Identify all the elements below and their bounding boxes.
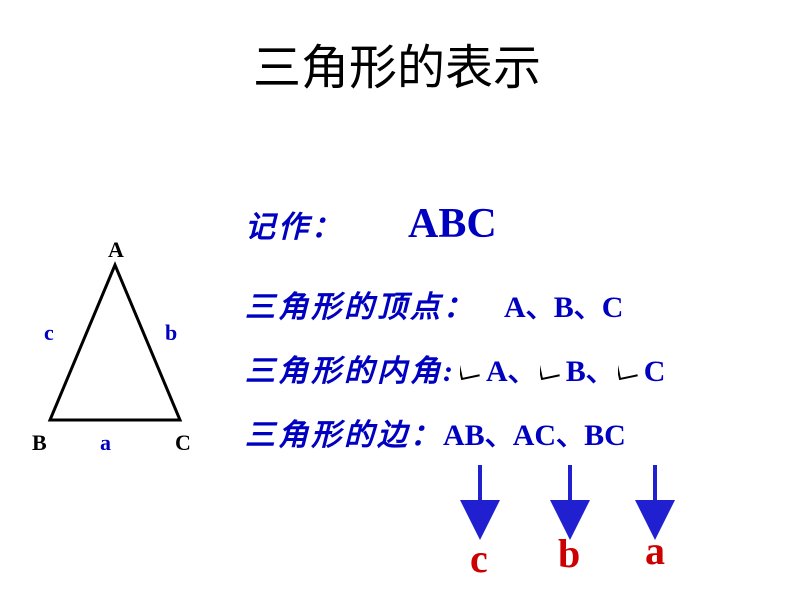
- notation-value: ABC: [408, 201, 497, 247]
- slide-title: 三角形的表示: [0, 28, 794, 98]
- vertex-label-c: C: [175, 430, 191, 456]
- edges-label: 三角形的边：: [245, 419, 443, 452]
- arrows-svg: [450, 460, 710, 540]
- angle-c: C: [644, 355, 666, 388]
- angle-icon: [460, 363, 482, 381]
- angle-icon: [540, 363, 562, 381]
- notation-row: 记作： ABC: [245, 200, 765, 260]
- edge-alias-area: c b a: [450, 460, 700, 580]
- sep: 、: [586, 357, 614, 388]
- edges-row: 三角形的边：AB、AC、BC: [245, 410, 765, 462]
- sep: 、: [508, 357, 536, 388]
- side-label-c: c: [44, 320, 54, 346]
- sep: 、: [574, 293, 602, 324]
- sep: 、: [556, 421, 584, 452]
- notation-label: 记作：: [245, 211, 344, 244]
- edge-alias-a: a: [645, 527, 665, 574]
- triangle-diagram: A B C c b a: [30, 245, 200, 465]
- edge-ac: AC: [513, 419, 556, 452]
- sep: 、: [485, 421, 513, 452]
- vertices-row: 三角形的顶点： A、B、C: [245, 282, 765, 334]
- vertex-b: B: [554, 291, 574, 324]
- angle-b: B: [566, 355, 586, 388]
- vertex-c: C: [602, 291, 624, 324]
- vertex-label-a: A: [108, 237, 124, 263]
- edge-alias-b: b: [558, 530, 580, 577]
- angles-label: 三角形的内角:: [245, 355, 456, 388]
- edge-ab: AB: [443, 419, 485, 452]
- side-label-a: a: [100, 430, 111, 456]
- angles-row: 三角形的内角: A、 B、 C: [245, 346, 765, 398]
- vertex-a: A: [504, 291, 526, 324]
- edge-bc: BC: [584, 419, 626, 452]
- sep: 、: [526, 293, 554, 324]
- side-label-b: b: [165, 320, 177, 346]
- content-area: 记作： ABC 三角形的顶点： A、B、C 三角形的内角: A、 B、 C 三角…: [245, 200, 765, 474]
- vertex-label-b: B: [32, 430, 47, 456]
- vertices-label: 三角形的顶点：: [245, 291, 476, 324]
- edge-alias-c: c: [470, 535, 488, 582]
- angle-a: A: [486, 355, 508, 388]
- angle-icon: [618, 363, 640, 381]
